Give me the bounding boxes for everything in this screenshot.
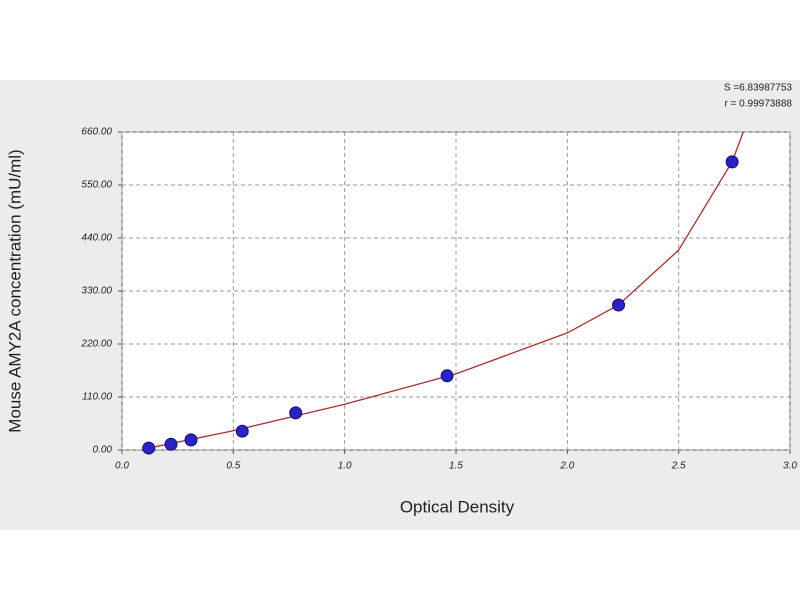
x-tick-label: 3.0 — [783, 461, 797, 472]
data-point — [440, 369, 454, 383]
x-axis-title: Optical Density — [400, 497, 515, 516]
x-tick-label: 1.0 — [338, 461, 352, 472]
x-tick-label: 2.0 — [559, 461, 574, 472]
annotation: S =6.83987753 — [724, 83, 793, 94]
annotation: r = 0.99973888 — [724, 99, 792, 110]
y-tick-label: 550.00 — [81, 180, 112, 191]
x-tick-label: 2.5 — [671, 461, 686, 472]
data-point — [612, 298, 626, 312]
y-tick-label: 440.00 — [81, 233, 112, 244]
y-tick-label: 220.00 — [80, 339, 112, 350]
data-point — [184, 433, 198, 447]
data-point — [725, 155, 739, 169]
x-tick-label: 0.5 — [226, 461, 240, 472]
data-point — [289, 406, 303, 420]
x-tick-label: 1.5 — [449, 461, 463, 472]
data-point — [142, 441, 156, 455]
data-point — [235, 424, 249, 438]
x-tick-label: 0.0 — [115, 461, 129, 472]
y-tick-label: 330.00 — [81, 286, 112, 297]
y-tick-label: 660.00 — [81, 127, 112, 138]
fit-curve — [148, 131, 744, 449]
y-axis-title: Mouse AMY2A concentration (mU/ml) — [5, 149, 24, 432]
y-tick-label: 110.00 — [82, 392, 112, 403]
data-point — [164, 437, 178, 451]
y-tick-label: 0.00 — [93, 445, 113, 456]
